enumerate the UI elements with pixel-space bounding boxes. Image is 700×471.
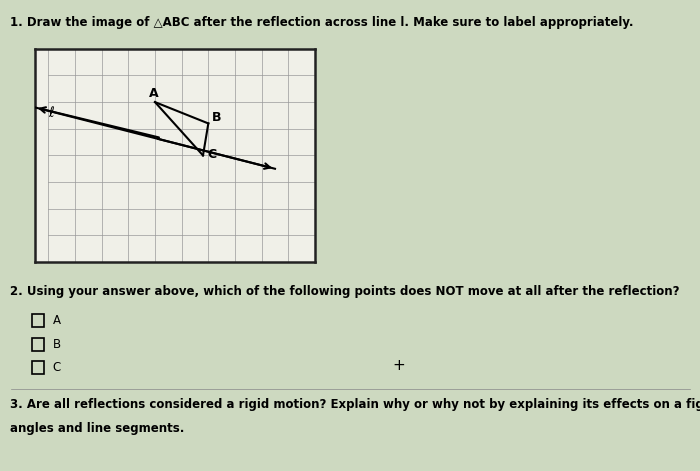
Text: A: A xyxy=(52,314,60,327)
Text: 1. Draw the image of △ABC after the reflection across line l. Make sure to label: 1. Draw the image of △ABC after the refl… xyxy=(10,16,634,30)
Text: C: C xyxy=(207,148,216,161)
Text: 2. Using your answer above, which of the following points does NOT move at all a: 2. Using your answer above, which of the… xyxy=(10,285,680,298)
Text: A: A xyxy=(149,87,158,100)
Text: ℓ: ℓ xyxy=(48,106,54,120)
Text: C: C xyxy=(52,361,61,374)
Text: angles and line segments.: angles and line segments. xyxy=(10,422,185,435)
Text: B: B xyxy=(52,338,61,351)
Text: 3. Are all reflections considered a rigid motion? Explain why or why not by expl: 3. Are all reflections considered a rigi… xyxy=(10,398,700,411)
Text: +: + xyxy=(393,357,405,373)
Text: B: B xyxy=(212,111,222,124)
